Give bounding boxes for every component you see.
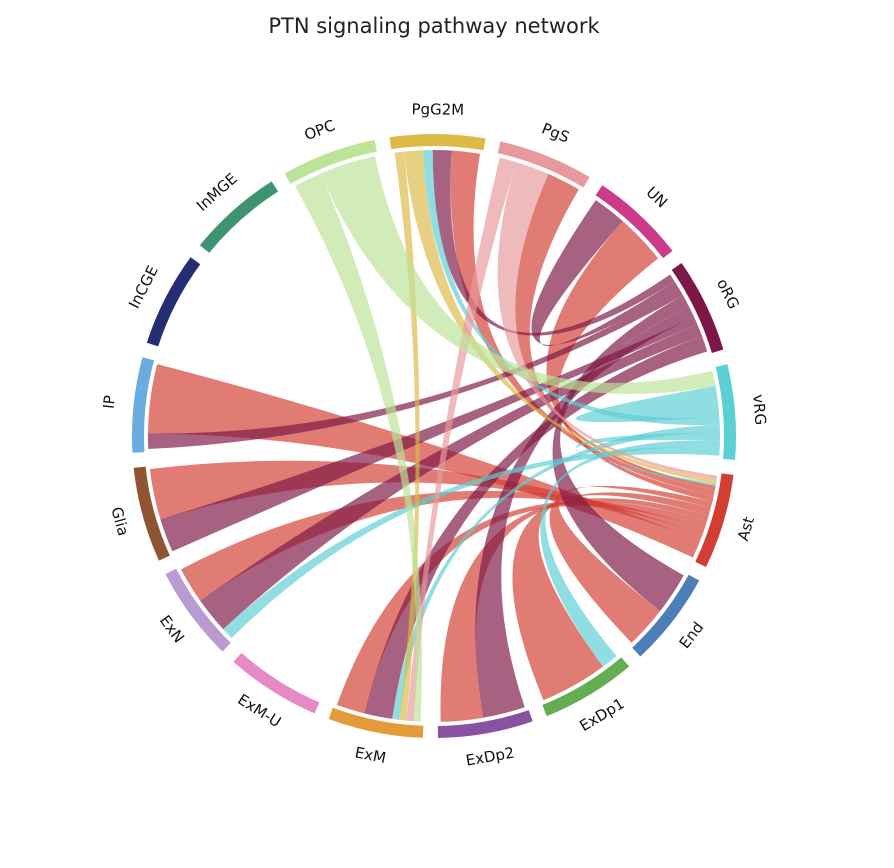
label-IP: IP <box>100 394 119 409</box>
label-vRG: vRG <box>749 394 769 426</box>
arc-PgG2M <box>389 134 486 151</box>
ribbon-oRG-to-End <box>552 295 689 612</box>
ribbon-oRG-to-ExM <box>364 335 708 719</box>
arc-IP <box>132 357 155 453</box>
ribbon-OPC-to-ExM <box>294 173 423 722</box>
ribbon-OPC-to-vRG <box>320 156 716 394</box>
arc-ExDp2 <box>437 710 533 738</box>
arc-layer <box>132 134 736 738</box>
label-Glia: Glia <box>107 505 132 538</box>
arc-OPC <box>284 139 377 184</box>
ribbon-Ast-to-ExN <box>181 490 705 601</box>
arc-PgS <box>497 141 590 188</box>
label-ExDp2: ExDp2 <box>464 744 515 770</box>
label-ExM: ExM <box>353 743 387 767</box>
arc-UN <box>595 185 673 259</box>
arc-ExN <box>165 568 231 652</box>
label-PgG2M: PgG2M <box>411 100 464 119</box>
label-InCGE: InCGE <box>125 263 162 312</box>
arc-Glia <box>133 466 170 561</box>
label-OPC: OPC <box>302 116 338 144</box>
label-ExDp1: ExDp1 <box>576 694 627 735</box>
label-End: End <box>676 618 708 652</box>
label-ExM-U: ExM-U <box>234 690 284 731</box>
ribbon-layer <box>148 150 721 722</box>
label-oRG: oRG <box>713 276 743 312</box>
ribbon-oRG-to-UN <box>531 200 679 347</box>
ribbon-Ast-to-UN <box>546 221 714 502</box>
arc-End <box>632 574 700 657</box>
arc-InCGE <box>146 257 201 347</box>
ribbon-Ast-to-End <box>549 485 713 643</box>
label-Ast: Ast <box>734 515 758 543</box>
label-UN: UN <box>643 183 672 211</box>
ribbon-oRG-to-IP <box>148 288 683 450</box>
ribbon-oRG-to-ExDp2 <box>475 306 695 718</box>
chart-title: PTN signaling pathway network <box>268 14 600 38</box>
ribbon-oRG-to-Glia <box>160 317 698 552</box>
arc-vRG <box>715 364 736 460</box>
label-InMGE: InMGE <box>193 169 241 214</box>
label-PgS: PgS <box>539 119 572 146</box>
label-ExN: ExN <box>156 612 188 646</box>
chord-diagram: vRG oRG UN PgS PgG2M OPC InMGE InCGE IP Glia ExN Ex… <box>100 100 770 770</box>
arc-ExM <box>328 707 424 738</box>
ribbon-oRG-to-ExN <box>200 324 702 630</box>
arc-oRG <box>671 262 724 353</box>
arc-ExDp1 <box>542 657 630 717</box>
arc-Ast <box>695 473 734 568</box>
arc-ExM-U <box>233 652 320 714</box>
ribbon-vRG-to-ExN <box>223 447 720 639</box>
ribbon-Ast-to-ExDp1 <box>512 492 711 701</box>
ribbon-Ast-to-ExDp2 <box>440 498 709 722</box>
arc-InMGE <box>199 181 279 253</box>
ribbon-vRG-to-vRG <box>575 385 720 423</box>
ribbon-vRG-to-Ast <box>575 432 721 486</box>
ribbon-PgS-to-Ast <box>497 162 718 480</box>
